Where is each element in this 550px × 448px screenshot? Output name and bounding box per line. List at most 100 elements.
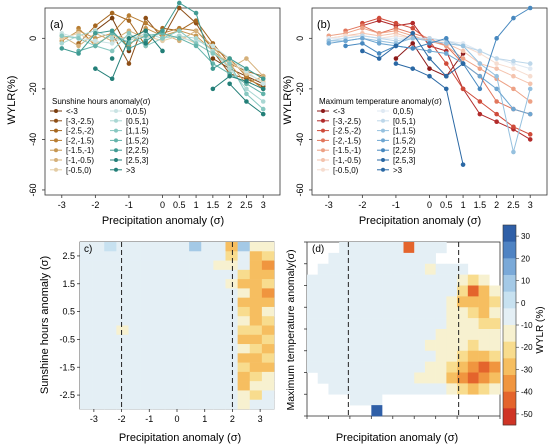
heat-cell xyxy=(261,316,275,326)
heat-cell xyxy=(307,361,319,373)
legend-entry: [1.5,2) xyxy=(377,136,416,145)
data-point xyxy=(244,99,249,104)
heat-cell xyxy=(446,329,458,341)
heat-cell xyxy=(261,260,275,271)
x-tick-label: 1.5 xyxy=(207,200,220,210)
heat-cell xyxy=(140,399,154,410)
colorbar-tick-label: 30 xyxy=(521,232,530,241)
heat-cell xyxy=(177,288,190,298)
heat-cell xyxy=(116,316,129,326)
heat-cell xyxy=(349,372,361,384)
heat-cell xyxy=(339,318,351,330)
data-point xyxy=(244,86,249,92)
heat-cell xyxy=(189,269,202,280)
heat-cell xyxy=(201,353,214,363)
y-tick-label: 1.5 xyxy=(62,279,75,289)
heat-cell xyxy=(128,269,141,280)
heat-cell xyxy=(164,316,178,326)
heat-cell xyxy=(339,285,351,297)
heat-cell xyxy=(164,251,178,261)
heat-cell xyxy=(104,242,117,252)
data-point xyxy=(143,28,149,34)
heat-cell xyxy=(328,361,340,373)
legend-entry: [2,2.5) xyxy=(110,146,149,155)
heat-cell xyxy=(382,318,394,330)
heat-cell xyxy=(152,399,166,410)
heat-cell xyxy=(489,318,501,330)
heat-cell xyxy=(349,318,361,330)
data-point xyxy=(360,41,365,46)
heat-cell xyxy=(104,381,117,391)
data-point xyxy=(244,56,249,61)
heat-cell xyxy=(80,390,93,401)
heat-cell xyxy=(478,383,490,395)
heat-cell xyxy=(177,390,190,401)
legend-label: [2.5,3] xyxy=(126,156,148,165)
legend-label: [-3,-2.5) xyxy=(333,117,361,126)
heat-cell xyxy=(392,263,404,275)
heat-cell xyxy=(201,288,214,298)
heat-cell xyxy=(225,399,238,410)
xlabel-c: Precipitation anomaly (σ) xyxy=(119,432,241,444)
heat-cell xyxy=(435,307,447,319)
series-line xyxy=(78,32,264,95)
data-point xyxy=(210,56,216,61)
data-point xyxy=(59,33,65,39)
data-point xyxy=(376,51,382,56)
ylabel-b: WYLR(%) xyxy=(282,76,294,125)
heat-cell xyxy=(104,306,117,317)
heat-cell xyxy=(403,318,415,330)
data-point xyxy=(109,15,115,21)
x-tick-label: 1.5 xyxy=(474,200,487,210)
heat-cell xyxy=(424,263,436,275)
x-tick-label: -1 xyxy=(125,200,133,210)
heat-cell xyxy=(140,353,154,363)
heat-cell xyxy=(213,381,226,391)
panel-label-d: (d) xyxy=(312,244,324,255)
heat-cell xyxy=(92,353,105,363)
x-tick-label: -3 xyxy=(90,414,98,424)
data-point xyxy=(494,99,499,104)
data-point xyxy=(360,25,365,31)
heat-cell xyxy=(392,252,404,265)
heat-cell xyxy=(261,353,275,363)
heat-cell xyxy=(189,306,202,317)
y-tick-label: 0 xyxy=(28,36,38,41)
heat-cell xyxy=(435,263,447,275)
heat-cell xyxy=(92,334,105,345)
heat-cell xyxy=(164,325,178,336)
heat-cell xyxy=(307,329,319,341)
heat-cell xyxy=(213,371,226,382)
heat-cell xyxy=(189,390,202,401)
legend-entry: [-2,-1.5) xyxy=(50,136,94,145)
heat-cell xyxy=(140,334,154,345)
heat-cell xyxy=(116,306,129,317)
heat-cell xyxy=(140,381,154,391)
heat-cell xyxy=(392,361,404,373)
heat-cell xyxy=(489,329,501,341)
data-point xyxy=(511,124,516,130)
data-point xyxy=(126,36,132,41)
heat-cell xyxy=(339,307,351,319)
heat-cell xyxy=(261,371,275,382)
heat-cell xyxy=(128,260,141,271)
x-tick-label: 2 xyxy=(227,200,232,210)
x-tick-label: 2.5 xyxy=(240,200,253,210)
heat-cell xyxy=(467,318,479,330)
heat-cell xyxy=(164,381,178,391)
legend-entry: 0,0.5) xyxy=(377,107,414,116)
heat-cell xyxy=(152,279,166,289)
heat-cell xyxy=(435,274,447,286)
legend-label: >3 xyxy=(393,166,403,175)
heat-cell xyxy=(317,350,329,362)
heat-cell xyxy=(467,372,479,384)
heat-cell xyxy=(457,296,469,308)
heat-cell xyxy=(201,306,214,317)
legend-entry: [-1,-0.5) xyxy=(50,156,94,165)
heat-cell xyxy=(237,325,251,336)
data-point xyxy=(176,36,182,41)
colorbar-swatch xyxy=(503,225,516,242)
heat-cell xyxy=(249,260,263,271)
heat-cell xyxy=(116,242,129,252)
heat-cell xyxy=(128,344,141,354)
